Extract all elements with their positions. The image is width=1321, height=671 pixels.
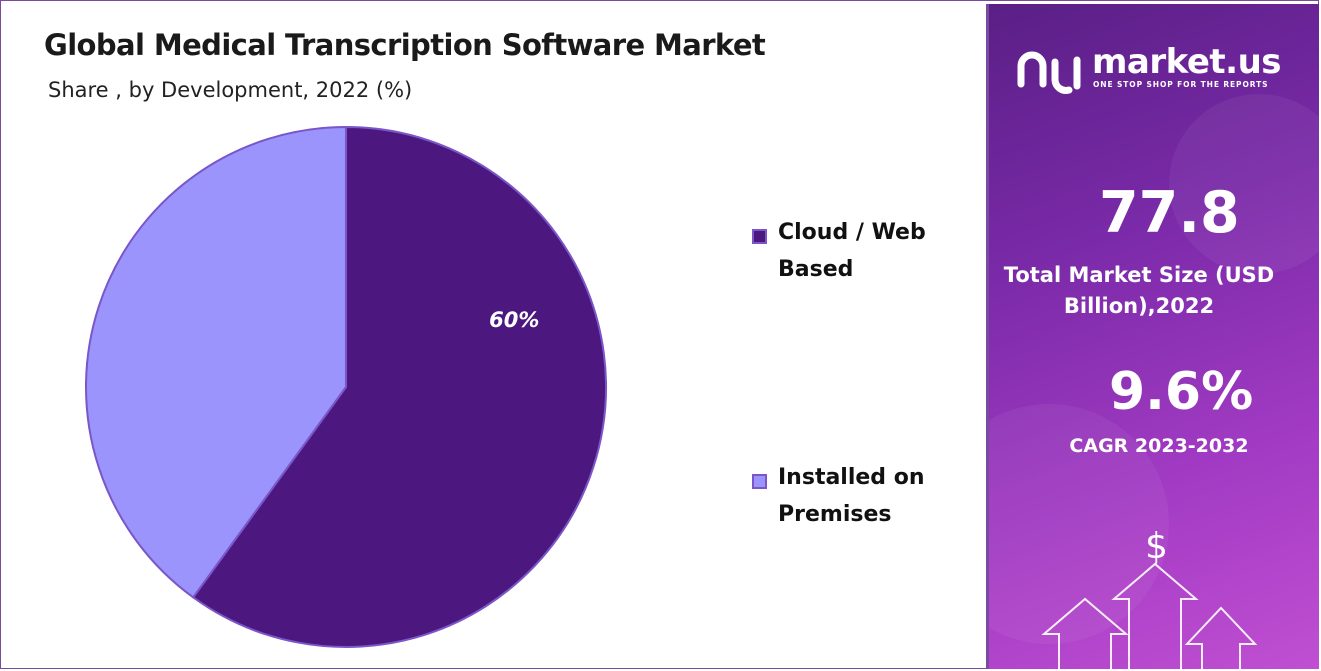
legend-swatch: [752, 229, 767, 244]
chart-subtitle: Share , by Development, 2022 (%): [48, 78, 413, 102]
market-us-logo-icon: [1017, 51, 1081, 94]
cagr-label: CAGR 2023-2032: [1069, 435, 1249, 457]
pie-chart: 60%: [85, 125, 607, 648]
legend-label: Cloud / Web Based: [778, 220, 926, 282]
up-arrow-icon: [1041, 562, 1258, 669]
dollar-icon: $: [1145, 526, 1168, 567]
legend-item-installed-on-premises: Installed on Premises: [752, 465, 958, 533]
cagr-value: 9.6%: [1109, 362, 1254, 422]
market-size-label: Total Market Size (USD Billion),2022: [1003, 263, 1275, 318]
legend-swatch: [752, 474, 767, 489]
chart-panel: Global Medical Transcription Software Ma…: [44, 28, 958, 648]
pie-slice-cloud-web-based: [191, 125, 607, 648]
summary-panel: market.us ONE STOP SHOP FOR THE REPORTS …: [986, 4, 1319, 669]
legend-item-cloud-web-based: Cloud / Web Based: [752, 220, 958, 288]
legend-label: Installed on Premises: [778, 465, 925, 527]
data-label-cloud-web-based: 60%: [489, 308, 539, 332]
background-decoration: [989, 51, 1319, 669]
market-size-value: 77.8: [1099, 180, 1240, 246]
brand-name: market.us: [1092, 42, 1282, 82]
brand-tagline: ONE STOP SHOP FOR THE REPORTS: [1093, 80, 1269, 89]
chart-title: Global Medical Transcription Software Ma…: [44, 28, 766, 62]
pie-slice-installed-on-premises: [85, 125, 347, 599]
